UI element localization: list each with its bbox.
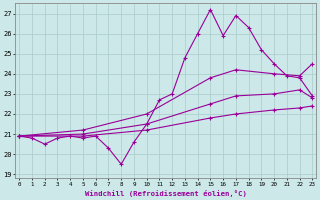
X-axis label: Windchill (Refroidissement éolien,°C): Windchill (Refroidissement éolien,°C) — [85, 190, 247, 197]
